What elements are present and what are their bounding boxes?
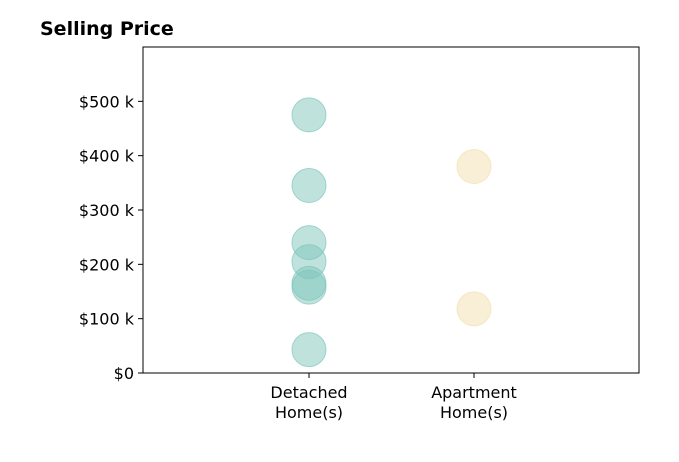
y-tick-label: $200 k [79, 255, 135, 274]
data-point [456, 149, 492, 185]
data-point [291, 332, 327, 368]
y-tick-label: $300 k [79, 201, 135, 220]
data-point [456, 291, 492, 327]
x-tick-label: Apartment [431, 383, 517, 402]
y-tick-label: $100 k [79, 310, 135, 329]
y-tick-label: $0 [114, 364, 134, 383]
data-points [291, 97, 492, 368]
y-tick-label: $500 k [79, 92, 135, 111]
y-tick-label: $400 k [79, 147, 135, 166]
y-axis: $0 $100 k $200 k $300 k $400 k $500 k [79, 92, 143, 383]
x-tick-label: Home(s) [275, 403, 343, 422]
chart-title: Selling Price [40, 18, 174, 40]
data-point [291, 269, 327, 305]
x-tick-label: Detached [270, 383, 347, 402]
x-tick-label: Home(s) [440, 403, 508, 422]
data-point [291, 168, 327, 204]
plot-frame [142, 46, 640, 374]
data-point [291, 97, 327, 133]
